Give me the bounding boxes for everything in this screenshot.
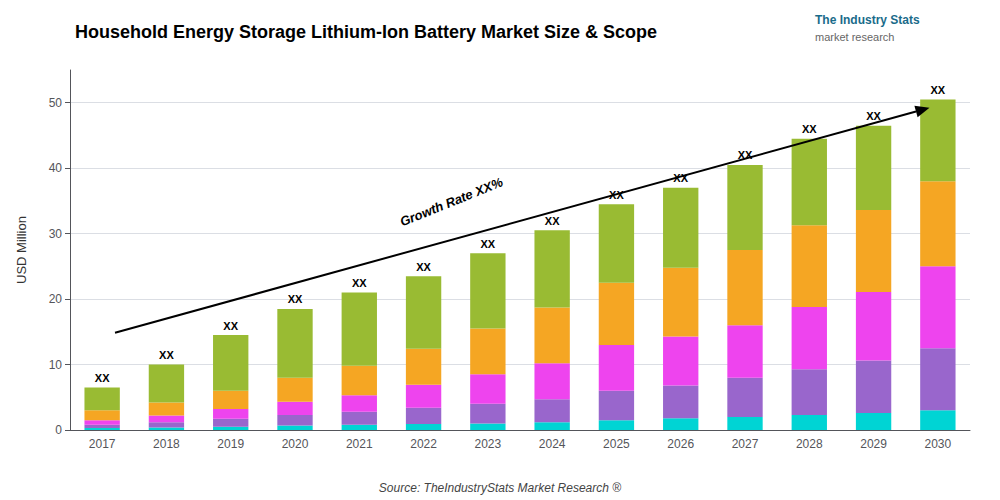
svg-text:XX: XX xyxy=(481,238,496,250)
svg-text:2021: 2021 xyxy=(346,437,373,451)
svg-text:30: 30 xyxy=(49,227,63,241)
svg-text:2019: 2019 xyxy=(217,437,244,451)
svg-text:XX: XX xyxy=(288,293,303,305)
svg-text:XX: XX xyxy=(416,261,431,273)
svg-text:XX: XX xyxy=(95,372,110,384)
svg-text:2025: 2025 xyxy=(603,437,630,451)
svg-text:USD Million: USD Million xyxy=(14,216,29,284)
svg-text:XX: XX xyxy=(223,320,238,332)
svg-text:XX: XX xyxy=(352,277,367,289)
svg-text:Source: TheIndustryStats Marke: Source: TheIndustryStats Market Research… xyxy=(379,481,621,495)
svg-text:XX: XX xyxy=(866,110,881,122)
svg-text:XX: XX xyxy=(609,188,624,201)
svg-text:2028: 2028 xyxy=(796,437,823,451)
svg-text:XX: XX xyxy=(673,172,689,185)
svg-text:2020: 2020 xyxy=(282,437,309,451)
svg-text:2022: 2022 xyxy=(410,437,437,451)
svg-text:Household Energy Storage Lithi: Household Energy Storage Lithium-Ion Bat… xyxy=(75,22,657,42)
svg-text:market research: market research xyxy=(815,31,894,43)
svg-text:The Industry Stats: The Industry Stats xyxy=(815,13,920,27)
svg-text:XX: XX xyxy=(159,349,174,361)
svg-text:2030: 2030 xyxy=(925,437,952,451)
svg-text:2023: 2023 xyxy=(475,437,502,451)
svg-text:20: 20 xyxy=(49,292,63,306)
svg-text:XX: XX xyxy=(802,123,817,135)
svg-text:2029: 2029 xyxy=(860,437,887,451)
svg-text:2026: 2026 xyxy=(667,437,694,451)
svg-text:XX: XX xyxy=(931,84,946,96)
svg-text:XX: XX xyxy=(545,215,560,227)
svg-text:40: 40 xyxy=(49,161,63,175)
svg-text:50: 50 xyxy=(49,96,63,110)
svg-text:Growth Rate XX%: Growth Rate XX% xyxy=(398,174,506,229)
svg-text:XX: XX xyxy=(737,149,753,162)
svg-text:2018: 2018 xyxy=(153,437,180,451)
svg-text:0: 0 xyxy=(55,423,62,437)
svg-text:2027: 2027 xyxy=(732,437,759,451)
svg-text:2017: 2017 xyxy=(89,437,116,451)
svg-text:2024: 2024 xyxy=(539,437,566,451)
svg-text:10: 10 xyxy=(49,358,63,372)
